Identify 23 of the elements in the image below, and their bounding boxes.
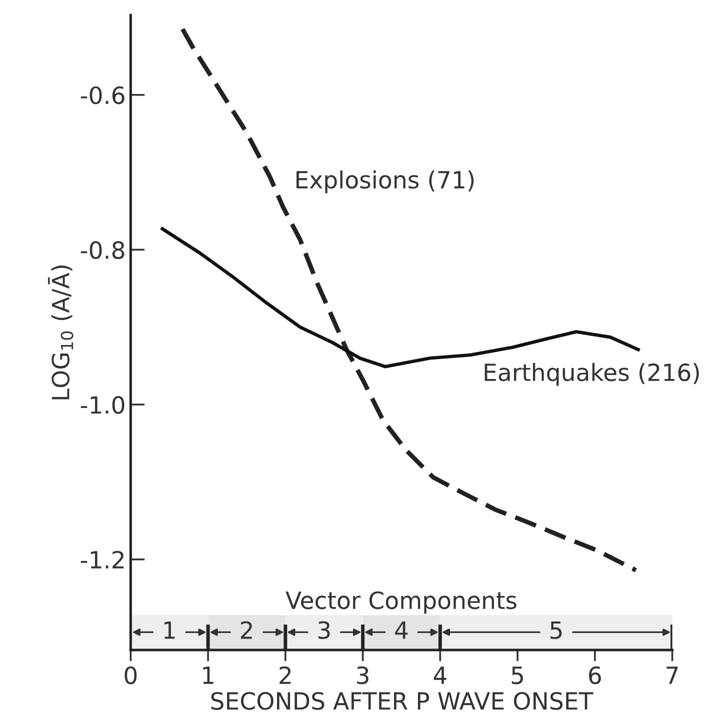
band-label: 4 [395, 622, 408, 639]
x-tick-label: 0 [124, 666, 137, 684]
y-tick-label: -0.6 [80, 86, 124, 104]
band-label: 2 [240, 621, 252, 639]
x-tick-label: 3 [357, 666, 368, 684]
y-tick-label: -1.2 [80, 550, 124, 568]
line-series [180, 26, 638, 572]
band-label: 5 [550, 622, 562, 640]
series-label: Earthquakes (216) [484, 362, 699, 386]
x-tick-label: 4 [434, 666, 446, 684]
y-axis-title: LOG$_{10}$ (A/Ā) [48, 266, 74, 400]
x-axis-title: SECONDS AFTER P WAVE ONSET [211, 692, 594, 710]
x-tick-label: 6 [589, 666, 601, 684]
x-tick-label: 5 [512, 666, 523, 684]
band-label: 3 [318, 621, 330, 640]
x-tick-label: 1 [203, 666, 214, 684]
series-label: Explosions (71) [296, 170, 474, 194]
x-tick-label: 2 [280, 666, 291, 684]
y-tick-label: -0.8 [80, 241, 124, 260]
y-tick-label: -1.0 [80, 396, 124, 414]
x-tick-label: 7 [666, 666, 678, 684]
band-label: 1 [164, 622, 175, 639]
annotation: Vector Components [286, 591, 516, 614]
